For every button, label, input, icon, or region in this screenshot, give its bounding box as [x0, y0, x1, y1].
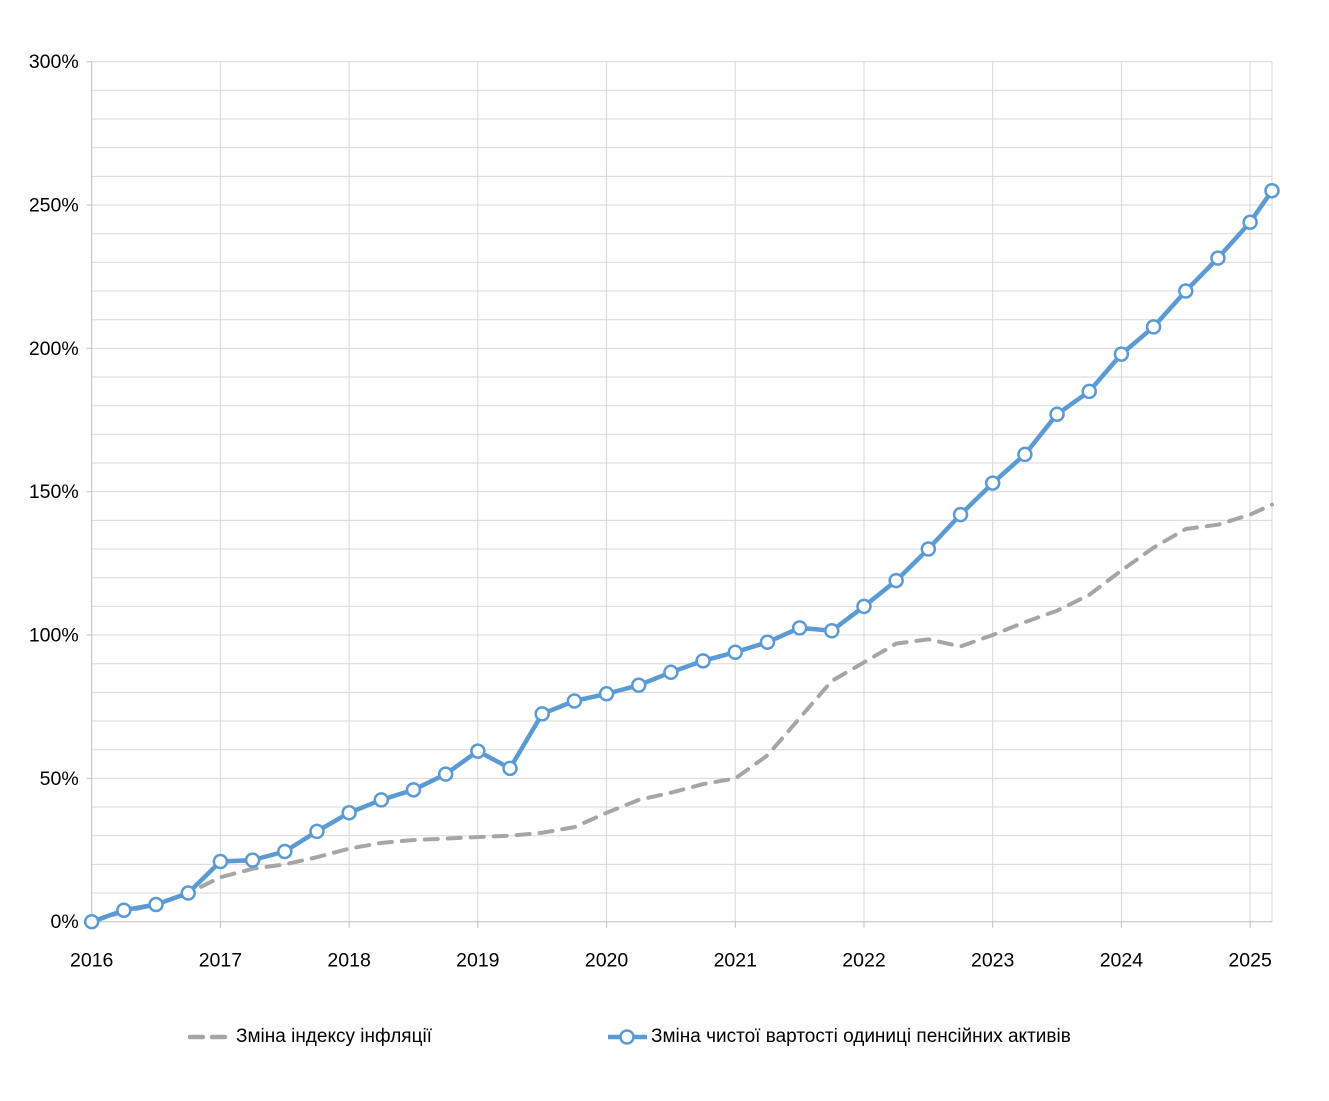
x-tick-label: 2025: [1228, 950, 1272, 972]
data-point-marker: [630, 677, 647, 693]
x-tick-label: 2023: [971, 950, 1014, 972]
data-point-marker: [984, 475, 1001, 491]
x-tick-label: 2021: [714, 950, 757, 972]
data-point-marker: [952, 506, 969, 523]
data-point-marker: [277, 843, 293, 860]
y-tick-label: 300%: [29, 51, 79, 73]
data-point-marker: [148, 896, 164, 913]
marker-line-legend-icon: [608, 1029, 647, 1045]
data-point-marker: [1017, 446, 1033, 463]
y-tick-label: 200%: [29, 338, 79, 360]
y-tick-label: 250%: [29, 195, 79, 217]
series-line-0: [89, 502, 1274, 924]
x-tick-label: 2019: [456, 950, 499, 972]
data-point-marker: [920, 541, 937, 557]
data-point-marker: [856, 598, 872, 615]
data-point-marker: [83, 913, 100, 930]
data-point-marker: [1210, 250, 1226, 266]
x-tick-label: 2022: [842, 950, 885, 972]
legend-label-unit-value: Зміна чистої вартості одиниці пенсійних …: [651, 1026, 1071, 1047]
data-point-marker: [212, 853, 229, 870]
series-line-1: [89, 188, 1275, 924]
y-tick-label: 0%: [51, 911, 79, 933]
data-point-marker: [1081, 383, 1097, 400]
data-point-marker: [663, 664, 679, 681]
data-point-marker: [1178, 283, 1194, 299]
data-point-marker: [309, 823, 325, 840]
x-tick-label: 2016: [70, 950, 113, 972]
data-point-marker: [373, 792, 390, 808]
data-point-marker: [405, 782, 422, 798]
data-point-marker: [1264, 182, 1280, 199]
data-point-marker: [727, 644, 744, 660]
data-point-marker: [437, 766, 454, 782]
legend-label-inflation: Зміна індексу інфляції: [236, 1026, 432, 1047]
data-point-marker: [888, 572, 904, 589]
data-point-marker: [502, 760, 518, 777]
data-point-marker: [1113, 346, 1130, 362]
x-tick-label: 2020: [585, 950, 629, 972]
y-tick-label: 100%: [29, 625, 79, 647]
data-point-marker: [1242, 214, 1258, 230]
data-point-marker: [116, 902, 132, 918]
x-tick-label: 2017: [199, 950, 242, 972]
data-point-marker: [341, 805, 357, 821]
data-point-marker: [244, 852, 261, 868]
data-point-marker: [566, 693, 583, 709]
data-point-marker: [824, 622, 840, 639]
data-point-marker: [534, 706, 550, 722]
legend-item-unit-value: Зміна чистої вартості одиниці пенсійних …: [607, 1024, 1071, 1050]
plot-area: 0% 50% 100% 150% 200% 250% 300% 2016 2017 2018 201…: [29, 51, 1280, 972]
data-point-marker: [1049, 406, 1065, 423]
data-point-marker: [598, 686, 615, 702]
x-tick-label: 2018: [327, 950, 370, 972]
data-point-marker: [180, 885, 196, 901]
data-point-marker: [759, 634, 776, 650]
data-point-marker: [695, 653, 711, 669]
data-point-marker: [1145, 319, 1162, 335]
y-tick-label: 150%: [29, 481, 79, 503]
legend-item-inflation: Зміна індексу інфляції: [188, 1024, 432, 1050]
x-tick-label: 2024: [1100, 950, 1144, 972]
y-tick-label: 50%: [40, 768, 79, 790]
dashed-line-legend-icon: [188, 1034, 234, 1040]
data-point-marker: [791, 620, 808, 636]
data-point-marker: [470, 743, 486, 759]
